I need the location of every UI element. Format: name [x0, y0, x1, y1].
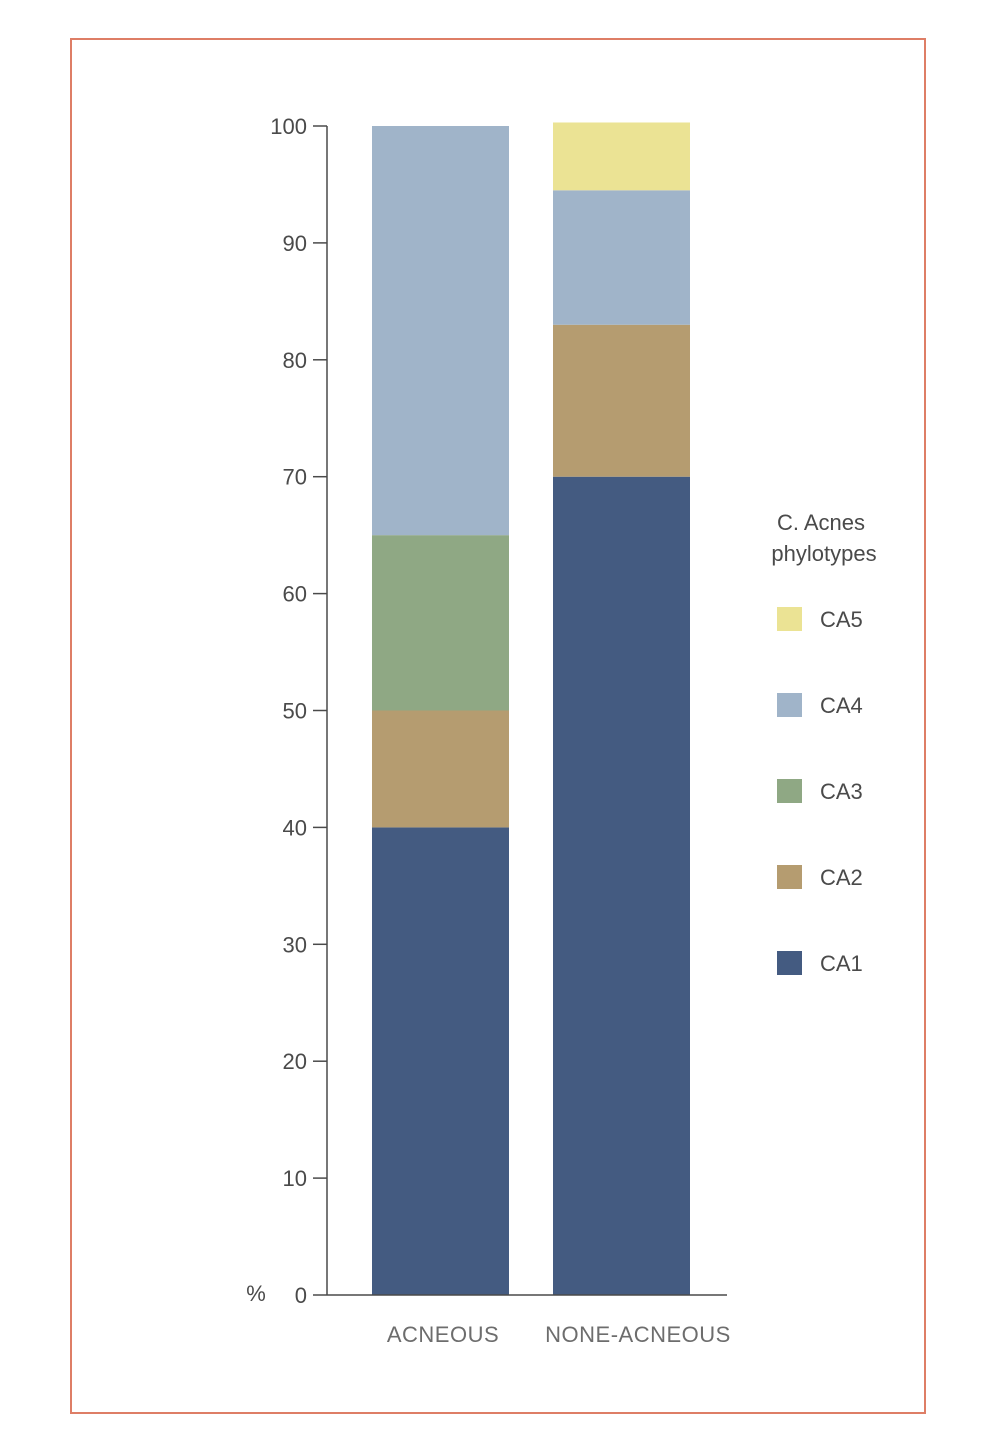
bars-group — [372, 122, 690, 1295]
legend-title-line-2: phylotypes — [771, 541, 876, 566]
category-labels: ACNEOUS NONE-ACNEOUS — [387, 1322, 731, 1347]
legend-swatch-ca4 — [777, 693, 802, 717]
bar-segment-acneous-ca3 — [372, 535, 509, 711]
y-tick-label-90: 90 — [283, 231, 307, 256]
x-category-label-none-acneous: NONE-ACNEOUS — [545, 1322, 731, 1347]
legend-label-ca3: CA3 — [820, 779, 863, 804]
bar-segment-none-acneous-ca4 — [553, 190, 690, 325]
legend-swatch-ca5 — [777, 607, 802, 631]
y-tick-label-20: 20 — [283, 1049, 307, 1074]
y-tick-label-100: 100 — [270, 114, 307, 139]
legend: C. Acnes phylotypes CA5 CA4 CA3 CA2 CA1 — [771, 510, 876, 976]
y-tick-label-70: 70 — [283, 465, 307, 490]
bar-segment-none-acneous-ca1 — [553, 476, 690, 1295]
x-category-label-acneous: ACNEOUS — [387, 1322, 499, 1347]
y-tick-label-30: 30 — [283, 932, 307, 957]
bar-segment-acneous-ca4 — [372, 126, 509, 536]
bar-segment-none-acneous-ca2 — [553, 324, 690, 477]
chart-frame — [70, 38, 926, 1414]
bar-segment-acneous-ca2 — [372, 710, 509, 828]
y-tick-label-50: 50 — [283, 699, 307, 724]
bar-segment-acneous-ca1 — [372, 827, 509, 1295]
y-tick-label-0: 0 — [295, 1283, 307, 1308]
y-tick-label-60: 60 — [283, 582, 307, 607]
legend-title-line-1: C. Acnes — [777, 510, 865, 535]
y-tick-label-40: 40 — [283, 815, 307, 840]
y-ticks: 0 10 20 30 40 50 60 70 80 90 100 — [270, 114, 327, 1308]
legend-swatch-ca1 — [777, 951, 802, 975]
y-tick-label-80: 80 — [283, 348, 307, 373]
legend-swatch-ca3 — [777, 779, 802, 803]
legend-label-ca4: CA4 — [820, 693, 863, 718]
y-axis-label: % — [246, 1281, 266, 1306]
bar-segment-none-acneous-ca5 — [553, 122, 690, 191]
legend-label-ca5: CA5 — [820, 607, 863, 632]
y-tick-label-10: 10 — [283, 1166, 307, 1191]
legend-swatch-ca2 — [777, 865, 802, 889]
legend-label-ca1: CA1 — [820, 951, 863, 976]
legend-label-ca2: CA2 — [820, 865, 863, 890]
